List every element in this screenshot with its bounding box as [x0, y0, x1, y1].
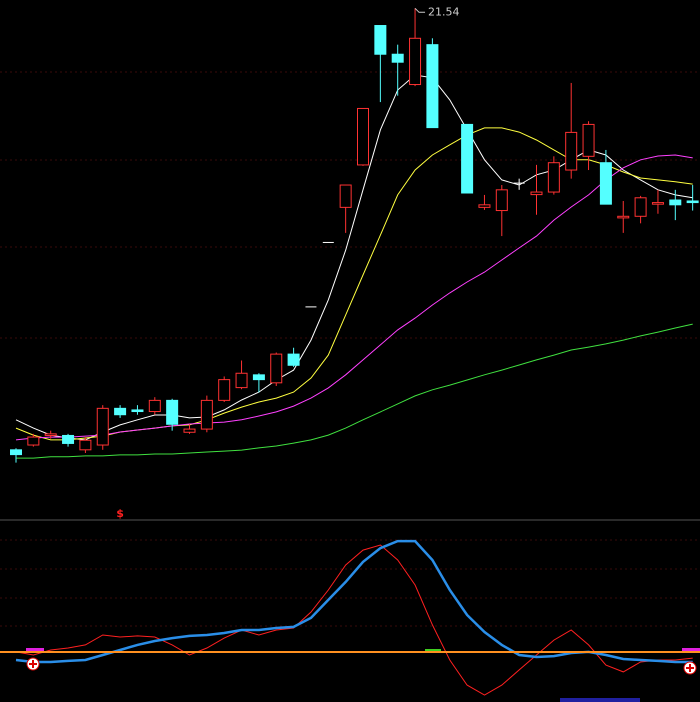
indicator-line [15, 544, 693, 696]
indicator-line [15, 74, 693, 441]
candle-body [79, 439, 92, 451]
candle-body [270, 353, 283, 384]
candle-body [634, 197, 647, 217]
candle-body [495, 189, 508, 212]
candle-body [252, 374, 265, 381]
candle-body [148, 399, 161, 413]
indicator-line [15, 127, 693, 441]
high-label: 21.54 [428, 5, 460, 18]
candle-body [565, 131, 578, 171]
candle-body [651, 202, 664, 205]
candle-body [686, 200, 699, 204]
candle-body [287, 353, 300, 366]
candle-body [478, 204, 491, 208]
candle-body [617, 215, 630, 219]
candle-body [235, 372, 248, 389]
candle-body [183, 428, 196, 433]
candle-body [339, 184, 352, 208]
candle-body [218, 379, 231, 401]
candle-body [200, 399, 213, 430]
candle-body [10, 449, 22, 456]
indicator-line [15, 539, 693, 664]
signal-annotation: $ [116, 507, 124, 520]
high-pointer [414, 7, 426, 13]
signal-icon [29, 660, 37, 668]
signal-icon [686, 664, 694, 672]
candle-body [131, 409, 144, 413]
candle-body [461, 123, 474, 194]
candle-body [669, 199, 682, 206]
signal-marker [26, 648, 44, 652]
indicator-line [16, 323, 693, 459]
candle-body [62, 434, 75, 444]
candle-body [27, 436, 40, 446]
candle-body [426, 44, 439, 129]
candle-body [166, 399, 179, 425]
candle-body [44, 433, 57, 436]
candle-body [114, 407, 127, 416]
scroll-indicator [560, 698, 640, 702]
indicator-line [15, 154, 693, 441]
candle-body [582, 123, 595, 157]
candle-body [547, 162, 560, 193]
candle-body [391, 53, 404, 63]
candle-body [409, 37, 422, 86]
candle-body [96, 407, 109, 446]
candle-body [599, 162, 612, 205]
candle-body [357, 107, 369, 166]
signal-marker [682, 648, 700, 652]
candle-body [374, 25, 387, 55]
candle-body [530, 191, 543, 196]
